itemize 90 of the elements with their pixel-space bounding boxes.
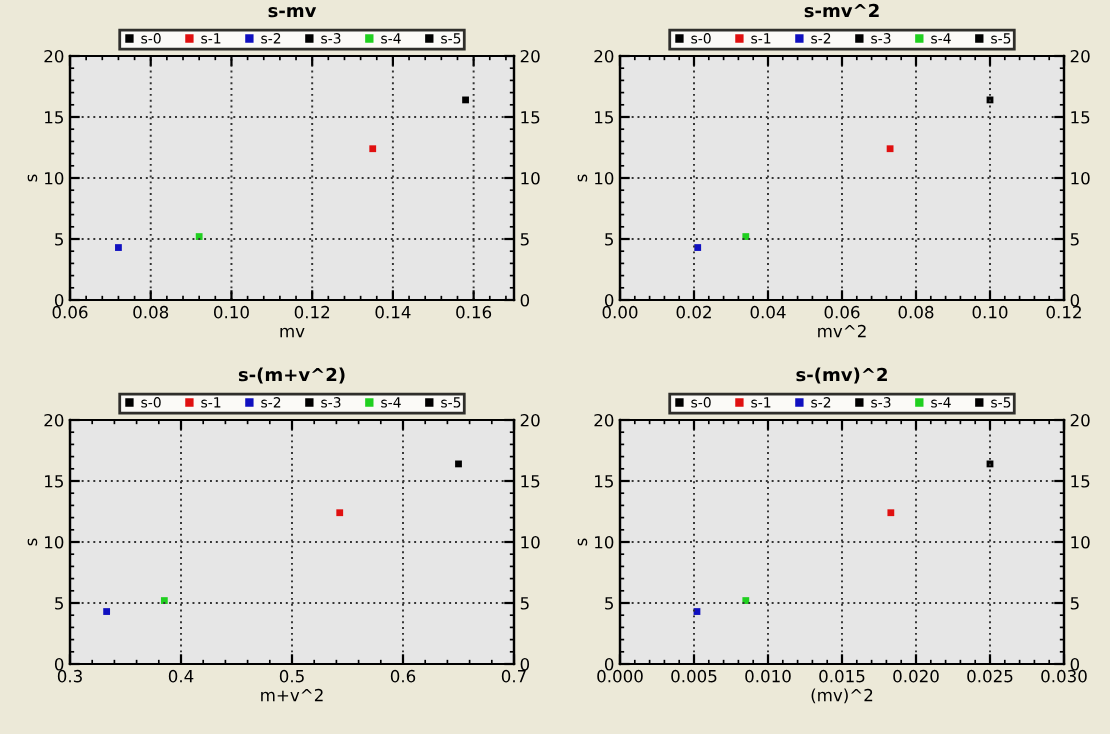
- point: [887, 509, 895, 517]
- y2-tick-label: 20: [1070, 413, 1090, 427]
- y-tick-label: 0: [604, 293, 614, 307]
- x-tick-label: 0.7: [501, 669, 526, 683]
- y2-tick-label: 0: [1070, 293, 1080, 307]
- x-tick-label: 0.010: [745, 669, 791, 683]
- y-tick-label: 20: [44, 49, 64, 63]
- y-tick-label: 5: [55, 597, 63, 610]
- point: [115, 244, 122, 251]
- y2-tick-label: 10: [521, 171, 540, 185]
- y-tick-label: 15: [45, 111, 63, 124]
- y-axis-title: s: [27, 174, 38, 182]
- y2-tick-label: 5: [1070, 597, 1079, 610]
- point: [742, 233, 750, 240]
- y-tick-label: 10: [595, 171, 614, 185]
- point: [462, 96, 469, 104]
- y-tick-label: 10: [595, 535, 614, 549]
- x-tick-label: 0.015: [819, 669, 865, 683]
- x-tick-label: 0.4: [168, 669, 194, 683]
- x-axis-title: m+v^2: [261, 688, 323, 702]
- x-tick-label: 0.000: [597, 669, 643, 683]
- x-tick-label: 0.3: [57, 669, 82, 683]
- point: [160, 597, 168, 604]
- point: [742, 597, 750, 604]
- y-tick-label: 5: [605, 597, 613, 610]
- y-tick-label: 0: [54, 657, 64, 671]
- y2-tick-label: 5: [520, 233, 529, 246]
- x-tick-label: 0.02: [676, 305, 711, 319]
- x-tick-label: 0.06: [824, 305, 860, 319]
- y2-tick-label: 20: [520, 49, 540, 63]
- y-tick-label: 10: [45, 535, 64, 549]
- y2-tick-label: 15: [1071, 111, 1090, 124]
- x-tick-label: 0.14: [375, 305, 411, 319]
- y2-tick-label: 10: [521, 535, 540, 549]
- x-tick-label: 0.020: [893, 669, 939, 683]
- x-tick-label: 0.00: [602, 305, 638, 319]
- y-tick-label: 0: [604, 657, 614, 671]
- y2-tick-label: 5: [520, 597, 529, 610]
- x-tick-label: 0.08: [133, 305, 169, 319]
- point: [369, 145, 377, 153]
- y2-tick-label: 0: [520, 293, 530, 307]
- x-tick-label: 0.12: [294, 305, 330, 319]
- y-axis-title: s: [577, 174, 588, 182]
- x-axis-title: (mv)^2: [811, 688, 873, 704]
- y-tick-label: 20: [44, 413, 64, 427]
- x-tick-label: 0.5: [279, 669, 304, 683]
- y-tick-label: 5: [605, 233, 613, 246]
- chart-title: s-(mv)^2: [796, 367, 887, 384]
- point: [886, 145, 894, 153]
- y2-tick-label: 20: [520, 413, 540, 427]
- y-tick-label: 10: [45, 171, 64, 185]
- chart-title: s-mv^2: [804, 3, 879, 18]
- y-tick-label: 15: [45, 475, 63, 488]
- x-tick-label: 0.04: [750, 305, 786, 319]
- x-tick-label: 0.10: [214, 305, 249, 319]
- y2-tick-label: 20: [1070, 49, 1090, 63]
- chart-title: s-mv: [268, 7, 317, 18]
- x-axis-title: mv^2: [818, 324, 866, 338]
- y2-tick-label: 15: [1071, 475, 1090, 488]
- x-tick-label: 0.16: [456, 305, 492, 319]
- chart-title: s-(m+v^2): [238, 367, 345, 384]
- point: [336, 509, 344, 517]
- x-axis-title: mv: [280, 327, 305, 338]
- y-tick-label: 0: [54, 293, 64, 307]
- point: [103, 608, 111, 615]
- x-tick-label: 0.6: [390, 669, 416, 683]
- y2-tick-label: 5: [1070, 233, 1079, 246]
- x-tick-label: 0.005: [671, 669, 717, 683]
- x-tick-label: 0.10: [972, 305, 1008, 319]
- point: [455, 460, 462, 468]
- x-tick-label: 0.06: [52, 305, 88, 319]
- y-tick-label: 20: [594, 49, 614, 63]
- y-tick-label: 20: [594, 413, 614, 427]
- point: [195, 233, 203, 240]
- y-tick-label: 15: [595, 475, 613, 488]
- x-tick-label: 0.08: [898, 305, 934, 319]
- y2-tick-label: 0: [520, 657, 530, 671]
- x-tick-label: 0.030: [1041, 669, 1087, 683]
- y2-tick-label: 15: [521, 111, 540, 124]
- y2-tick-label: 15: [521, 475, 540, 488]
- y2-tick-label: 10: [1071, 171, 1090, 185]
- y-axis-title: s: [577, 538, 588, 546]
- y-tick-label: 15: [595, 111, 613, 124]
- x-tick-label: 0.025: [967, 669, 1013, 683]
- x-tick-label: 0.12: [1046, 305, 1081, 319]
- y-axis-title: s: [27, 538, 38, 546]
- y-tick-label: 5: [55, 233, 63, 246]
- point: [694, 244, 702, 251]
- y2-tick-label: 0: [1070, 657, 1080, 671]
- y2-tick-label: 10: [1071, 535, 1090, 549]
